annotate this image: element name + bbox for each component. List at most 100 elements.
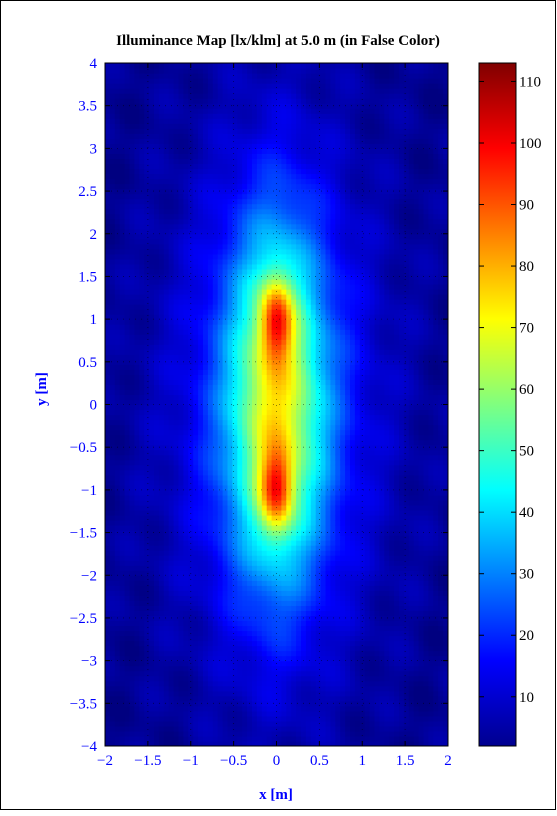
heatmap-cell — [232, 565, 238, 571]
heatmap-cell — [212, 339, 219, 345]
heatmap-cell — [237, 650, 243, 657]
heatmap-cell — [271, 369, 278, 375]
heatmap-cell — [193, 243, 199, 250]
heatmap-cell — [266, 625, 273, 632]
heatmap-cell — [183, 173, 189, 180]
heatmap-cell — [271, 680, 278, 687]
heatmap-cell — [242, 620, 248, 627]
heatmap-cell — [168, 640, 175, 647]
heatmap-cell — [134, 454, 140, 461]
heatmap-cell — [173, 615, 180, 622]
heatmap-cell — [158, 218, 165, 225]
heatmap-cell — [124, 715, 131, 722]
heatmap-cell — [222, 314, 229, 320]
heatmap-cell — [173, 93, 180, 99]
heatmap-cell — [178, 449, 184, 456]
heatmap-cell — [227, 369, 233, 375]
heatmap-cell — [188, 454, 194, 461]
heatmap-cell — [271, 178, 278, 185]
heatmap-cell — [188, 349, 194, 355]
heatmap-cell — [105, 324, 111, 330]
heatmap-cell — [129, 354, 135, 360]
heatmap-cell — [256, 294, 263, 300]
heatmap-cell — [276, 118, 282, 124]
heatmap-cell — [134, 128, 140, 134]
heatmap-cell — [247, 479, 253, 486]
heatmap-cell — [134, 685, 140, 692]
heatmap-cell — [237, 580, 243, 586]
heatmap-cell — [178, 304, 184, 310]
heatmap-cell — [124, 720, 131, 727]
heatmap-cell — [256, 514, 263, 521]
heatmap-cell — [105, 339, 111, 345]
heatmap-cell — [256, 725, 263, 732]
heatmap-cell — [158, 730, 165, 737]
heatmap-cell — [207, 389, 214, 396]
heatmap-cell — [178, 248, 184, 255]
heatmap-cell — [266, 509, 273, 516]
heatmap-cell — [109, 63, 116, 69]
heatmap-cell — [266, 324, 273, 330]
heatmap-cell — [114, 213, 121, 220]
heatmap-cell — [105, 344, 111, 350]
heatmap-cell — [207, 223, 214, 230]
heatmap-cell — [242, 429, 248, 436]
heatmap-cell — [276, 705, 282, 712]
heatmap-cell — [212, 424, 219, 431]
heatmap-cell — [281, 253, 287, 260]
heatmap-cell — [203, 655, 209, 662]
heatmap-cell — [163, 198, 170, 205]
heatmap-cell — [173, 514, 180, 521]
heatmap-cell — [105, 268, 111, 275]
heatmap-cell — [139, 675, 145, 682]
heatmap-cell — [109, 294, 116, 300]
heatmap-cell — [129, 540, 135, 546]
heatmap-cell — [212, 314, 219, 320]
heatmap-cell — [144, 424, 150, 431]
heatmap-cell — [134, 560, 140, 566]
heatmap-cell — [168, 434, 175, 441]
heatmap-cell — [124, 469, 131, 476]
heatmap-cell — [163, 550, 170, 556]
heatmap-cell — [203, 213, 209, 220]
heatmap-cell — [178, 83, 184, 89]
heatmap-cell — [129, 173, 135, 180]
heatmap-cell — [144, 258, 150, 265]
heatmap-cell — [256, 354, 263, 360]
heatmap-cell — [193, 213, 199, 220]
heatmap-cell — [139, 565, 145, 571]
heatmap-cell — [183, 575, 189, 581]
heatmap-cell — [144, 740, 150, 746]
heatmap-cell — [109, 248, 116, 255]
heatmap-cell — [256, 183, 263, 190]
heatmap-cell — [247, 494, 253, 501]
heatmap-cell — [271, 243, 278, 250]
heatmap-cell — [183, 183, 189, 190]
heatmap-cell — [193, 354, 199, 360]
heatmap-cell — [188, 424, 194, 431]
heatmap-cell — [134, 178, 140, 185]
heatmap-cell — [163, 570, 170, 576]
heatmap-cell — [198, 459, 204, 466]
heatmap-cell — [149, 243, 155, 250]
heatmap-cell — [183, 459, 189, 466]
heatmap-cell — [242, 645, 248, 652]
heatmap-cell — [163, 545, 170, 551]
heatmap-cell — [227, 479, 233, 486]
heatmap-cell — [114, 158, 121, 165]
heatmap-cell — [193, 68, 199, 74]
heatmap-cell — [237, 228, 243, 235]
heatmap-cell — [242, 484, 248, 491]
heatmap-cell — [247, 123, 253, 129]
heatmap-cell — [207, 685, 214, 692]
heatmap-cell — [163, 494, 170, 501]
heatmap-cell — [178, 555, 184, 561]
heatmap-cell — [119, 268, 126, 275]
heatmap-cell — [222, 384, 229, 391]
heatmap-cell — [178, 324, 184, 330]
heatmap-cell — [178, 675, 184, 682]
heatmap-cell — [242, 334, 248, 340]
heatmap-cell — [266, 449, 273, 456]
heatmap-cell — [114, 148, 121, 154]
heatmap-cell — [276, 555, 282, 561]
